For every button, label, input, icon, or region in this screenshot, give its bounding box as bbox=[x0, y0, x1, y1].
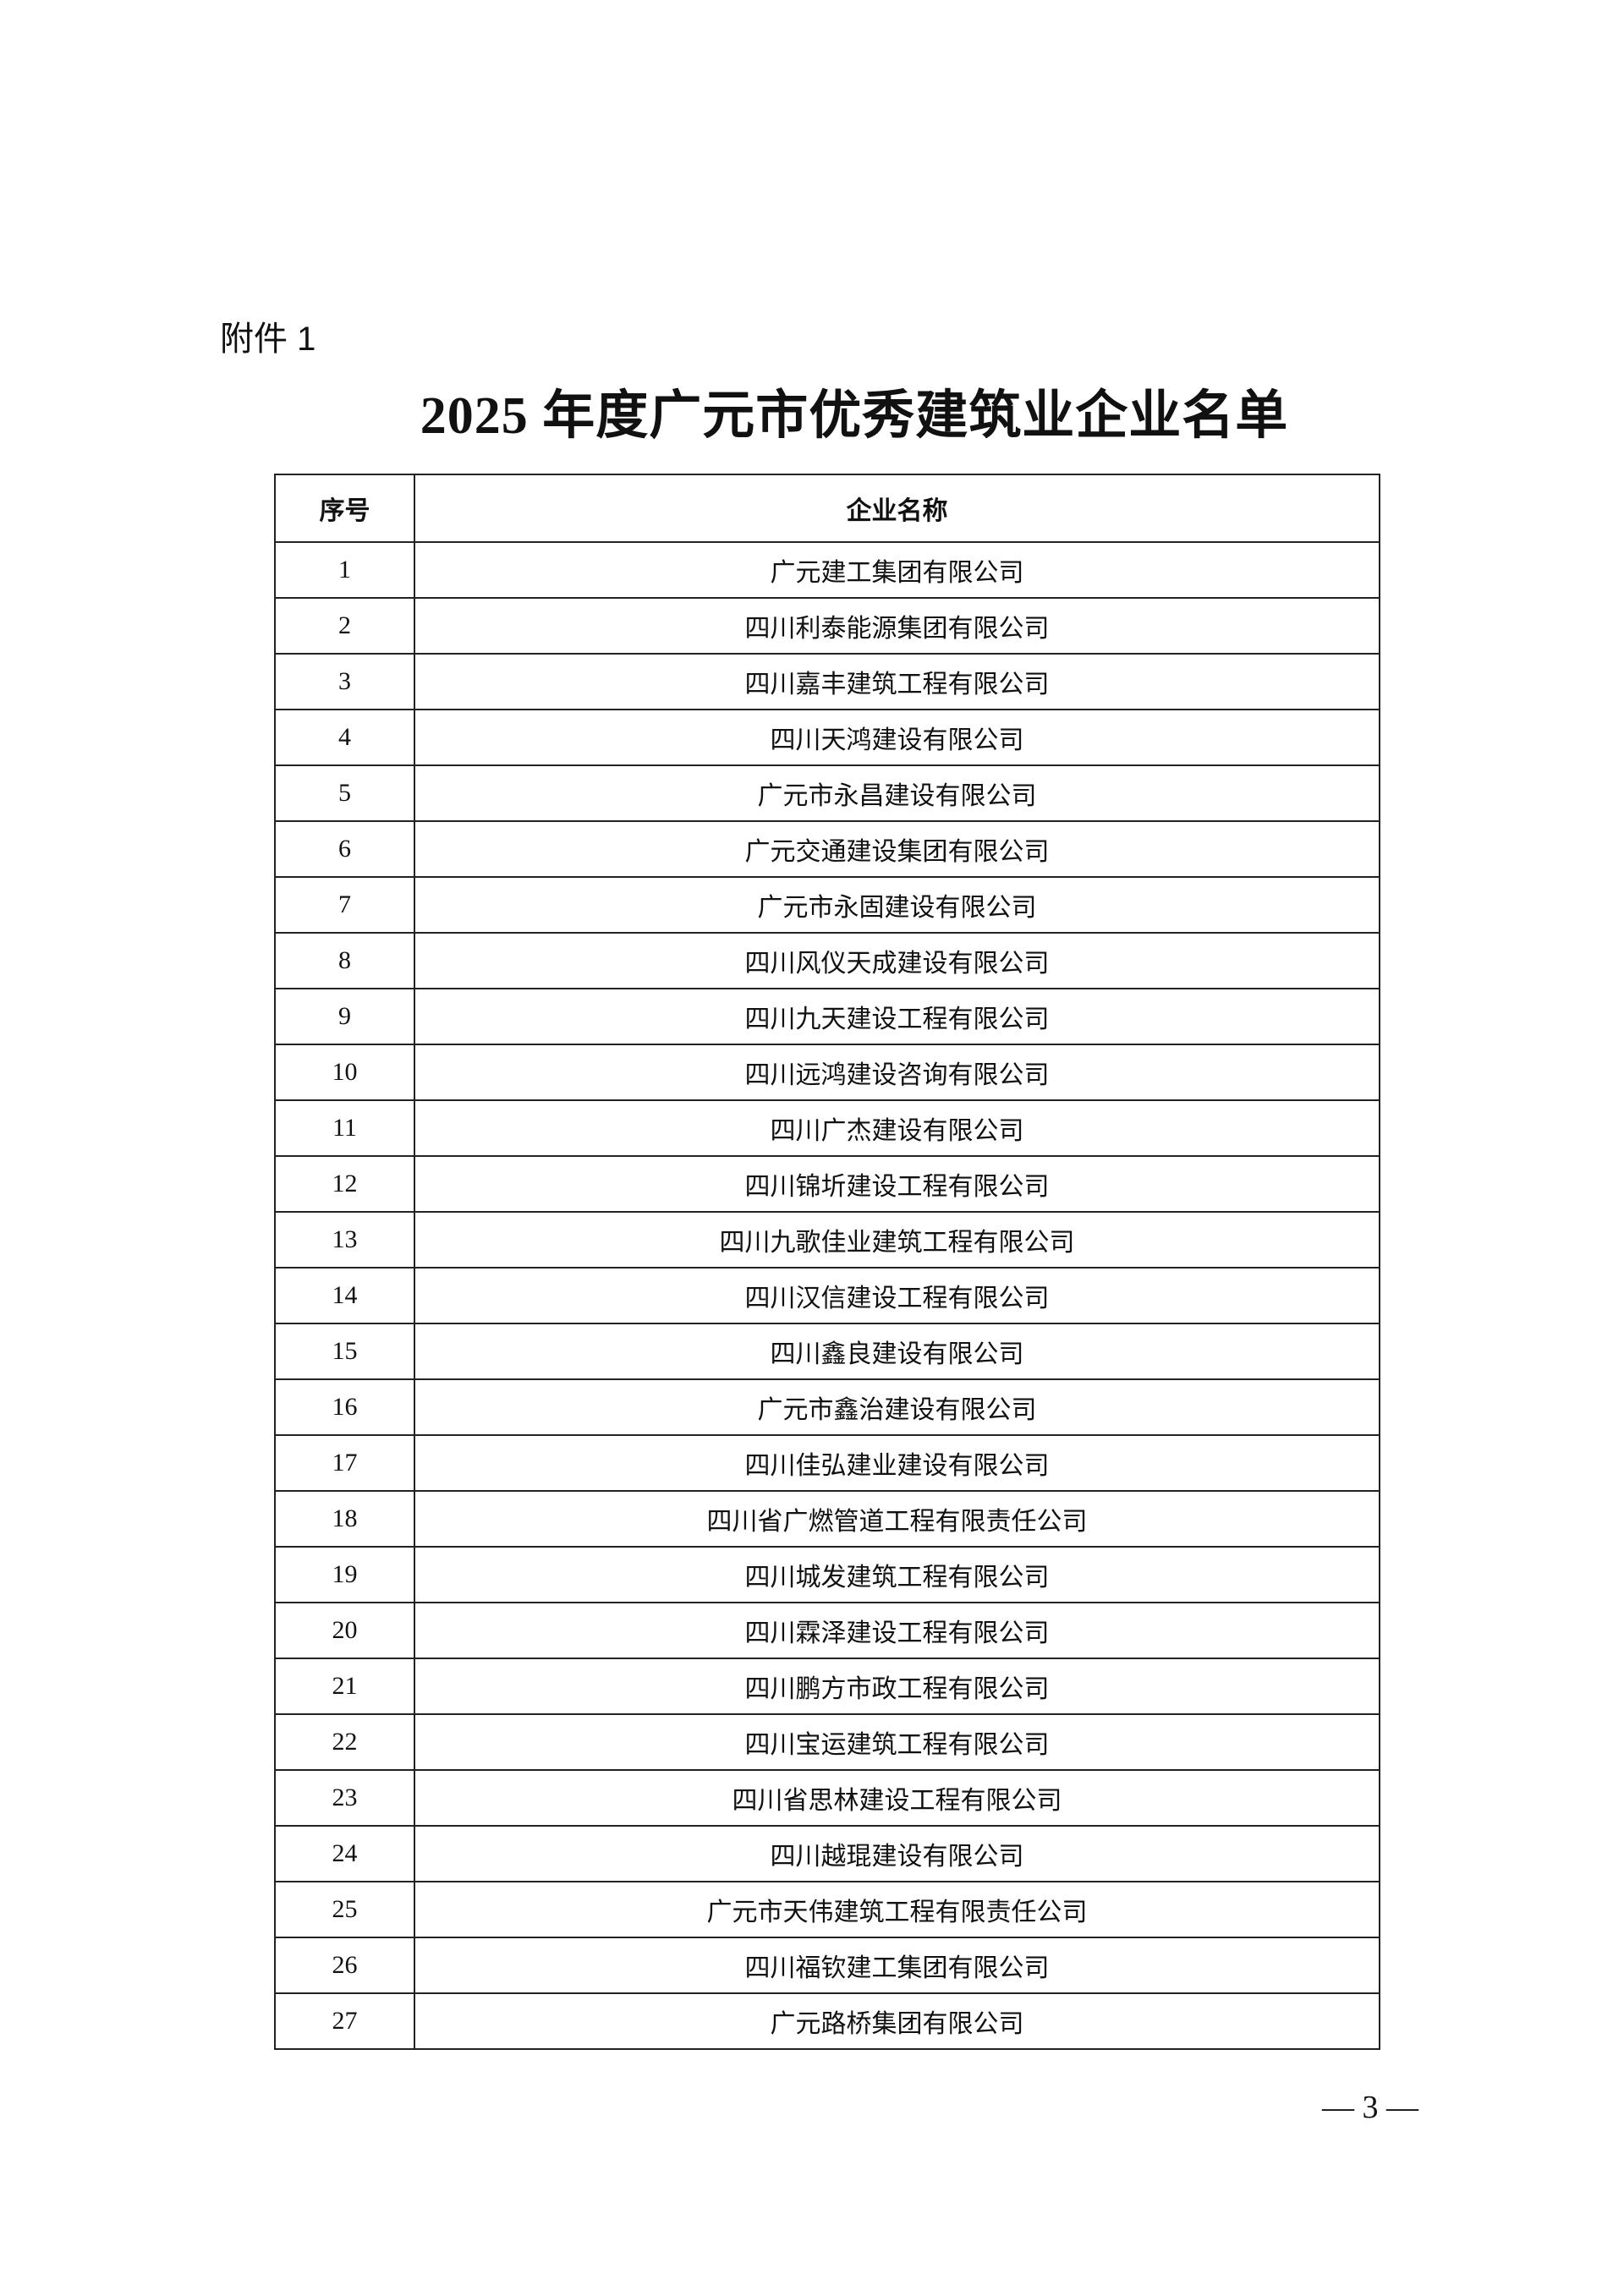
table-row: 25 广元市天伟建筑工程有限责任公司 bbox=[274, 1881, 1380, 1938]
header-company-name: 企业名称 bbox=[414, 474, 1380, 543]
table-row: 6 广元交通建设集团有限公司 bbox=[274, 820, 1380, 878]
company-name: 广元市永昌建设有限公司 bbox=[414, 764, 1380, 822]
company-name: 四川鹏方市政工程有限公司 bbox=[414, 1658, 1380, 1715]
table-row: 12 四川锦圻建设工程有限公司 bbox=[274, 1155, 1380, 1213]
table-row: 10 四川远鸿建设咨询有限公司 bbox=[274, 1044, 1380, 1101]
company-name: 广元建工集团有限公司 bbox=[414, 541, 1380, 599]
table-row: 4 四川天鸿建设有限公司 bbox=[274, 709, 1380, 766]
row-index: 3 bbox=[274, 653, 415, 710]
company-name: 四川广杰建设有限公司 bbox=[414, 1099, 1380, 1157]
row-index: 13 bbox=[274, 1211, 415, 1269]
table-row: 22 四川宝运建筑工程有限公司 bbox=[274, 1713, 1380, 1771]
table-row: 7 广元市永固建设有限公司 bbox=[274, 876, 1380, 934]
table-row: 13 四川九歌佳业建筑工程有限公司 bbox=[274, 1211, 1380, 1269]
row-index: 1 bbox=[274, 541, 415, 599]
row-index: 25 bbox=[274, 1881, 415, 1938]
row-index: 5 bbox=[274, 764, 415, 822]
table-row: 27 广元路桥集团有限公司 bbox=[274, 1992, 1380, 2050]
company-name: 四川九天建设工程有限公司 bbox=[414, 988, 1380, 1045]
table-row: 19 四川城发建筑工程有限公司 bbox=[274, 1546, 1380, 1603]
company-name: 四川霖泽建设工程有限公司 bbox=[414, 1602, 1380, 1659]
table-header-row: 序号 企业名称 bbox=[274, 474, 1380, 543]
table-row: 14 四川汉信建设工程有限公司 bbox=[274, 1267, 1380, 1324]
row-index: 12 bbox=[274, 1155, 415, 1213]
company-name: 广元市鑫治建设有限公司 bbox=[414, 1378, 1380, 1436]
table-row: 1 广元建工集团有限公司 bbox=[274, 541, 1380, 599]
row-index: 14 bbox=[274, 1267, 415, 1324]
company-name: 四川越琨建设有限公司 bbox=[414, 1825, 1380, 1882]
table-row: 15 四川鑫良建设有限公司 bbox=[274, 1323, 1380, 1380]
company-name: 四川汉信建设工程有限公司 bbox=[414, 1267, 1380, 1324]
row-index: 15 bbox=[274, 1323, 415, 1380]
table-row: 11 四川广杰建设有限公司 bbox=[274, 1099, 1380, 1157]
table-row: 18 四川省广燃管道工程有限责任公司 bbox=[274, 1490, 1380, 1548]
table-row: 16 广元市鑫治建设有限公司 bbox=[274, 1378, 1380, 1436]
company-name: 四川锦圻建设工程有限公司 bbox=[414, 1155, 1380, 1213]
table-row: 9 四川九天建设工程有限公司 bbox=[274, 988, 1380, 1045]
row-index: 24 bbox=[274, 1825, 415, 1882]
company-name: 四川九歌佳业建筑工程有限公司 bbox=[414, 1211, 1380, 1269]
row-index: 21 bbox=[274, 1658, 415, 1715]
row-index: 8 bbox=[274, 932, 415, 989]
table-row: 3 四川嘉丰建筑工程有限公司 bbox=[274, 653, 1380, 710]
row-index: 27 bbox=[274, 1992, 415, 2050]
table-row: 24 四川越琨建设有限公司 bbox=[274, 1825, 1380, 1882]
company-name: 四川天鸿建设有限公司 bbox=[414, 709, 1380, 766]
company-name: 四川城发建筑工程有限公司 bbox=[414, 1546, 1380, 1603]
company-name: 广元路桥集团有限公司 bbox=[414, 1992, 1380, 2050]
company-name: 四川风仪天成建设有限公司 bbox=[414, 932, 1380, 989]
row-index: 18 bbox=[274, 1490, 415, 1548]
table-row: 26 四川福钦建工集团有限公司 bbox=[274, 1937, 1380, 1994]
table-row: 8 四川风仪天成建设有限公司 bbox=[274, 932, 1380, 989]
header-index: 序号 bbox=[274, 474, 415, 543]
row-index: 9 bbox=[274, 988, 415, 1045]
row-index: 10 bbox=[274, 1044, 415, 1101]
row-index: 23 bbox=[274, 1769, 415, 1827]
attachment-label: 附件 1 bbox=[220, 321, 316, 358]
company-name: 四川宝运建筑工程有限公司 bbox=[414, 1713, 1380, 1771]
row-index: 22 bbox=[274, 1713, 415, 1771]
page-title: 2025 年度广元市优秀建筑业企业名单 bbox=[420, 387, 1289, 445]
table-row: 5 广元市永昌建设有限公司 bbox=[274, 764, 1380, 822]
row-index: 7 bbox=[274, 876, 415, 934]
table-row: 21 四川鹏方市政工程有限公司 bbox=[274, 1658, 1380, 1715]
page-number: — 3 — bbox=[1322, 2090, 1418, 2125]
company-name: 四川远鸿建设咨询有限公司 bbox=[414, 1044, 1380, 1101]
company-name: 广元市天伟建筑工程有限责任公司 bbox=[414, 1881, 1380, 1938]
row-index: 16 bbox=[274, 1378, 415, 1436]
company-name: 广元市永固建设有限公司 bbox=[414, 876, 1380, 934]
table-row: 23 四川省思林建设工程有限公司 bbox=[274, 1769, 1380, 1827]
company-name: 四川利泰能源集团有限公司 bbox=[414, 597, 1380, 655]
company-table: 序号 企业名称 1 广元建工集团有限公司 2 四川利泰能源集团有限公司 3 四川嘉丰建筑工… bbox=[274, 474, 1380, 2050]
row-index: 4 bbox=[274, 709, 415, 766]
company-name: 四川省广燃管道工程有限责任公司 bbox=[414, 1490, 1380, 1548]
table-row: 20 四川霖泽建设工程有限公司 bbox=[274, 1602, 1380, 1659]
row-index: 20 bbox=[274, 1602, 415, 1659]
row-index: 11 bbox=[274, 1099, 415, 1157]
company-name: 四川佳弘建业建设有限公司 bbox=[414, 1434, 1380, 1492]
table-row: 2 四川利泰能源集团有限公司 bbox=[274, 597, 1380, 655]
company-name: 四川鑫良建设有限公司 bbox=[414, 1323, 1380, 1380]
company-name: 四川省思林建设工程有限公司 bbox=[414, 1769, 1380, 1827]
row-index: 26 bbox=[274, 1937, 415, 1994]
row-index: 19 bbox=[274, 1546, 415, 1603]
row-index: 2 bbox=[274, 597, 415, 655]
company-name: 四川福钦建工集团有限公司 bbox=[414, 1937, 1380, 1994]
table-row: 17 四川佳弘建业建设有限公司 bbox=[274, 1434, 1380, 1492]
company-name: 四川嘉丰建筑工程有限公司 bbox=[414, 653, 1380, 710]
row-index: 6 bbox=[274, 820, 415, 878]
company-name: 广元交通建设集团有限公司 bbox=[414, 820, 1380, 878]
row-index: 17 bbox=[274, 1434, 415, 1492]
